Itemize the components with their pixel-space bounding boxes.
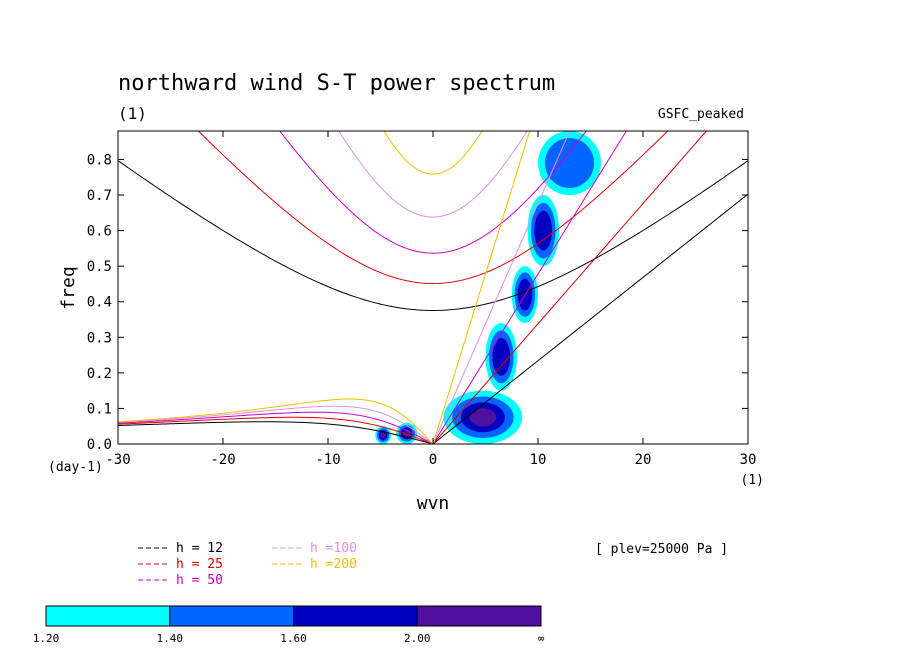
y-tick-label: 0.5 [87, 259, 112, 275]
colorbar: 1.20 1.40 1.60 2.00 ∞ [33, 605, 545, 645]
shaded-region-1 [380, 432, 386, 439]
x-tick-label: -20 [210, 452, 235, 468]
plot-frame [117, 130, 749, 445]
rossby-curve-h50 [118, 411, 434, 444]
inertia-gravity-curve-h12 [118, 160, 748, 311]
colorbar-tick-label: ∞ [538, 632, 545, 645]
y-tick-label: 0.6 [87, 224, 112, 240]
y-tick-label: 0.1 [87, 401, 112, 417]
kelvin-curve-h200 [432, 131, 531, 444]
x-tick-label: 20 [635, 452, 652, 468]
x-tick-label: -30 [105, 452, 130, 468]
rossby-curve-h25 [118, 416, 434, 444]
y-tick-label: 0.2 [87, 366, 112, 382]
power-contour-shading [375, 131, 601, 444]
kelvin-curve-h100 [432, 131, 571, 444]
pressure-level-annotation: [ plev=25000 Pa ] [595, 542, 728, 557]
x-axis-ticks: -30 -20 -10 0 10 20 30 [105, 131, 756, 468]
colorbar-swatch [45, 605, 171, 627]
legend-label: h =200 [310, 557, 357, 572]
legend-label: h =100 [310, 541, 357, 556]
x-axis-label: wvn [417, 493, 450, 514]
inertia-gravity-curve-h100 [338, 131, 528, 218]
y-tick-label: 0.8 [87, 152, 112, 168]
rossby-curve-h100 [118, 405, 434, 444]
y-tick-label: 0.3 [87, 330, 112, 346]
shaded-region-5 [534, 210, 553, 251]
x-tick-label: 30 [740, 452, 757, 468]
colorbar-tick-label: 1.20 [33, 632, 60, 645]
chart-subtitle-left: (1) [118, 104, 147, 123]
inertia-gravity-curve-h50 [279, 131, 587, 254]
chart-subtitle-right: GSFC_peaked [658, 107, 744, 122]
x-tick-label: 0 [429, 452, 437, 468]
shaded-region-6 [544, 138, 595, 188]
y-axis-label: freq [58, 266, 79, 309]
y-axis-ticks: 0.0 0.1 0.2 0.3 0.4 0.5 0.6 0.7 0.8 [87, 152, 748, 453]
y-tick-label: 0.0 [87, 437, 112, 453]
x-axis-unit: (1) [741, 473, 764, 488]
chart-title: northward wind S-T power spectrum [118, 71, 555, 96]
inertia-gravity-curve-h25 [197, 131, 669, 285]
colorbar-tick-label: 1.60 [280, 632, 307, 645]
y-tick-label: 0.7 [87, 188, 112, 204]
colorbar-swatch [169, 605, 294, 627]
x-tick-label: 10 [530, 452, 547, 468]
kelvin-curve-h12 [432, 193, 748, 444]
colorbar-tick-label: 1.40 [157, 632, 184, 645]
legend-label: h = 12 [176, 541, 223, 556]
y-axis-unit: (day-1) [48, 460, 103, 475]
shaded-region-3 [492, 337, 511, 376]
colorbar-swatch [416, 605, 542, 627]
shaded-region-0 [469, 408, 497, 427]
colorbar-swatch [293, 605, 418, 627]
legend-label: h = 50 [176, 573, 223, 588]
x-tick-label: -10 [315, 452, 340, 468]
dispersion-curves [118, 131, 748, 444]
kelvin-curve-h50 [432, 131, 627, 444]
rossby-curve-h200 [118, 398, 434, 444]
inertia-gravity-curve-h200 [383, 131, 483, 175]
kelvin-curve-h25 [432, 131, 708, 444]
legend-label: h = 25 [176, 557, 223, 572]
colorbar-tick-label: 2.00 [404, 632, 431, 645]
rossby-curve-h12 [118, 421, 434, 444]
y-tick-label: 0.4 [87, 295, 112, 311]
